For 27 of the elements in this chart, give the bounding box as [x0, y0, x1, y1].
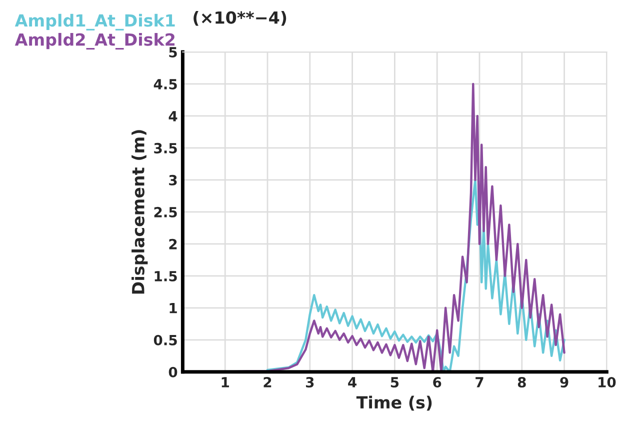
y-tick-label: 4: [168, 111, 178, 122]
x-tick-label: 6: [433, 377, 442, 388]
x-tick-label: 9: [560, 377, 568, 388]
x-tick-label: 3: [306, 376, 314, 388]
y-tick-label: 1.5: [154, 271, 177, 282]
x-tick-label: 1: [222, 377, 229, 388]
text: (×10**−4): [194, 10, 286, 26]
y-axis-title: Displacement (m): [132, 130, 148, 294]
line-series: [266, 178, 566, 372]
x-axis-title: Time (s): [356, 396, 432, 411]
y-tick-label: 5: [169, 47, 177, 58]
x-tick-label: 4: [348, 377, 356, 388]
x-tick-label: 7: [476, 377, 484, 388]
x-tick-label: 10: [598, 376, 616, 388]
text: Ampld1_At_Disk1: [14, 14, 175, 30]
y-tick-label: 1: [170, 303, 177, 314]
y-tick-label: 0: [168, 366, 178, 378]
y-tick-label: 3.5: [154, 142, 177, 154]
y-tick-label: 4.5: [154, 79, 177, 90]
y-tick-label: 2.5: [154, 206, 177, 218]
y-tick-label: 2: [169, 238, 177, 250]
x-tick-label: 5: [390, 377, 399, 388]
x-tick-label: 2: [264, 376, 272, 388]
y-tick-label: 0.5: [154, 334, 177, 346]
x-tick-label: 8: [518, 376, 526, 388]
y-tick-label: 3: [169, 174, 177, 186]
text: Ampld2_At_Disk2: [14, 32, 174, 50]
